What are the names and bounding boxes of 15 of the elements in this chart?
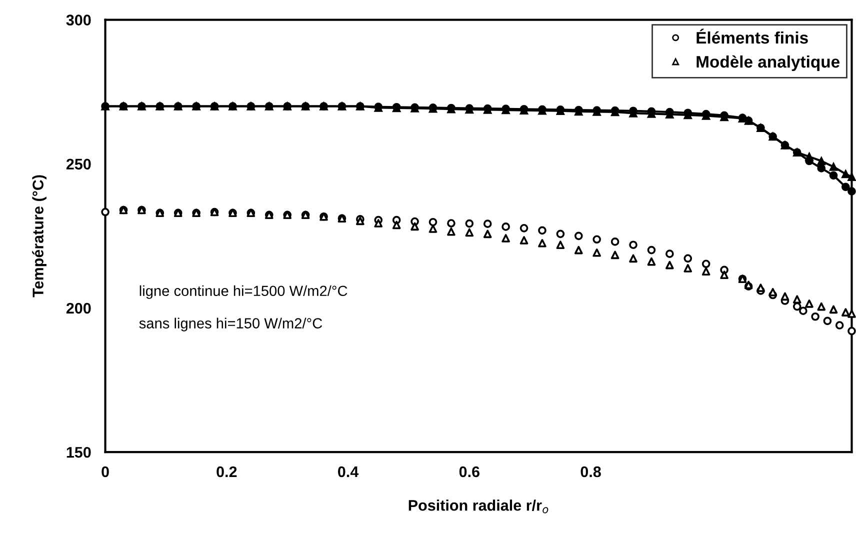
annotation: sans lignes hi=150 W/m2/°C [139,318,322,332]
x-tick-label: 0.6 [459,466,480,478]
x-tick-label: 0.4 [338,466,359,478]
x-tick-label: 0.8 [580,466,601,478]
y-axis-title: Température (°C) [32,175,46,298]
legend-label: Modèle analytique [696,55,840,72]
x-tick-label: 0.2 [216,466,237,478]
x-axis-title: Position radiale r/r$_{o}$ [408,500,548,514]
y-tick-label: 150 [66,446,91,458]
y-tick-label: 200 [66,302,91,314]
annotation: ligne continue hi=1500 W/m2/°C [140,285,348,299]
legend-label: Éléments finis [696,28,808,44]
x-tick-label: 0 [102,466,109,478]
y-tick-label: 300 [66,14,91,26]
y-tick-label: 250 [66,158,91,170]
